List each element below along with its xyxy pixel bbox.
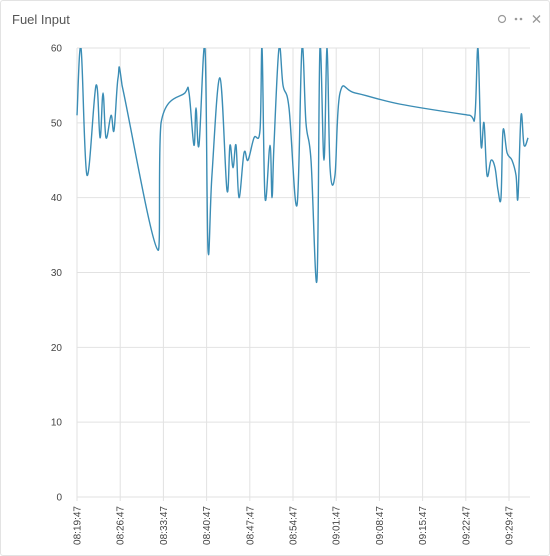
y-tick-label: 50 xyxy=(51,118,63,129)
x-tick-label: 08:54:47 xyxy=(289,506,300,545)
x-tick-label: 09:15:47 xyxy=(418,506,429,545)
x-tick-label: 08:19:47 xyxy=(73,506,84,545)
menu-icon[interactable] xyxy=(519,17,523,21)
x-tick-label: 09:01:47 xyxy=(332,506,343,545)
labels: 0 10 20 30 40 50 60 08:19:47 08:26:47 08:33:47 08:… xyxy=(51,44,516,545)
x-tick-label: 09:08:47 xyxy=(375,506,386,545)
y-tick-label: 0 xyxy=(56,493,62,504)
menu-icon[interactable] xyxy=(514,17,518,21)
x-tick-label: 09:22:47 xyxy=(461,506,472,545)
x-tick-label: 08:26:47 xyxy=(116,506,127,545)
data-line xyxy=(76,48,529,284)
y-tick-label: 30 xyxy=(51,268,63,279)
close-icon[interactable] xyxy=(532,15,541,23)
plot xyxy=(76,48,529,284)
y-tick-label: 20 xyxy=(51,343,63,354)
y-tick-label: 40 xyxy=(51,193,63,204)
x-tick-label: 09:29:47 xyxy=(505,506,516,545)
grid xyxy=(76,47,530,501)
refresh-icon[interactable] xyxy=(497,14,507,24)
chart-title: Fuel Input xyxy=(12,12,70,27)
x-tick-label: 08:47:47 xyxy=(245,506,256,545)
y-tick-label: 10 xyxy=(51,418,63,429)
y-tick-label: 60 xyxy=(51,44,63,55)
panel-icons xyxy=(497,14,541,24)
x-tick-label: 08:33:47 xyxy=(159,506,170,545)
x-tick-label: 08:40:47 xyxy=(202,506,213,545)
